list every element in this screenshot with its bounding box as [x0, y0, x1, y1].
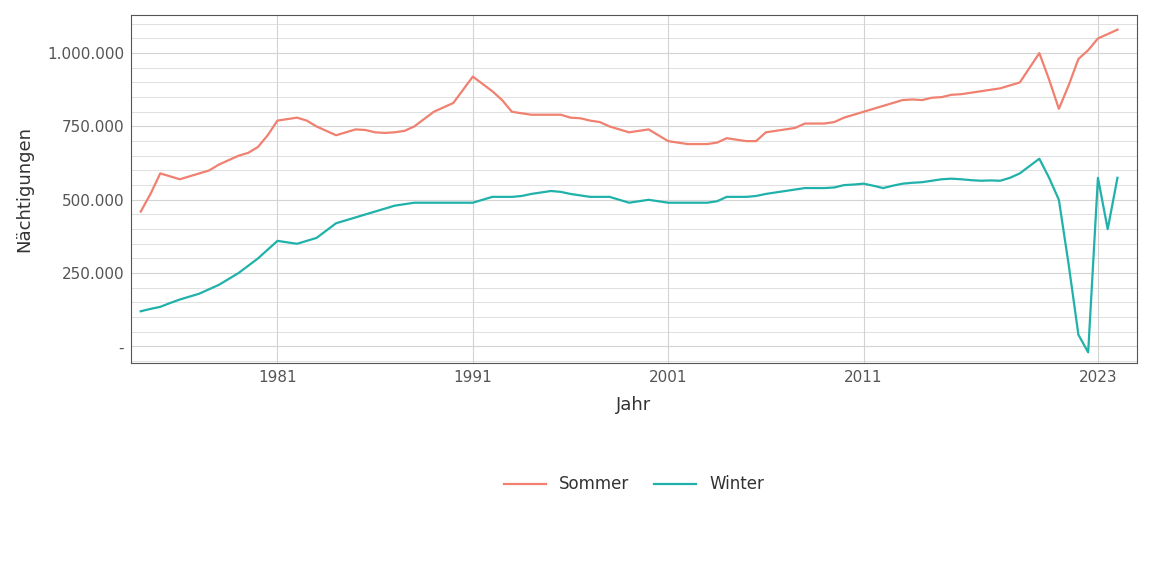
Legend: Sommer, Winter: Sommer, Winter — [498, 468, 771, 499]
Y-axis label: Nächtigungen: Nächtigungen — [15, 126, 33, 252]
Line: Winter: Winter — [141, 159, 1117, 353]
Winter — [583, 194, 597, 200]
Sommer — [720, 135, 734, 142]
X-axis label: Jahr: Jahr — [616, 396, 652, 414]
Winter — [203, 286, 217, 293]
Sommer — [866, 105, 880, 112]
Winter — [134, 308, 147, 314]
Line: Sommer: Sommer — [141, 30, 1117, 211]
Sommer — [583, 117, 597, 124]
Winter — [866, 182, 880, 189]
Sommer — [378, 130, 392, 137]
Sommer — [818, 120, 832, 127]
Sommer — [134, 208, 147, 215]
Winter — [1032, 156, 1046, 162]
Winter — [1082, 349, 1096, 356]
Sommer — [1111, 26, 1124, 33]
Winter — [378, 205, 392, 212]
Winter — [818, 184, 832, 191]
Winter — [720, 194, 734, 200]
Winter — [1111, 175, 1124, 181]
Sommer — [203, 167, 217, 174]
